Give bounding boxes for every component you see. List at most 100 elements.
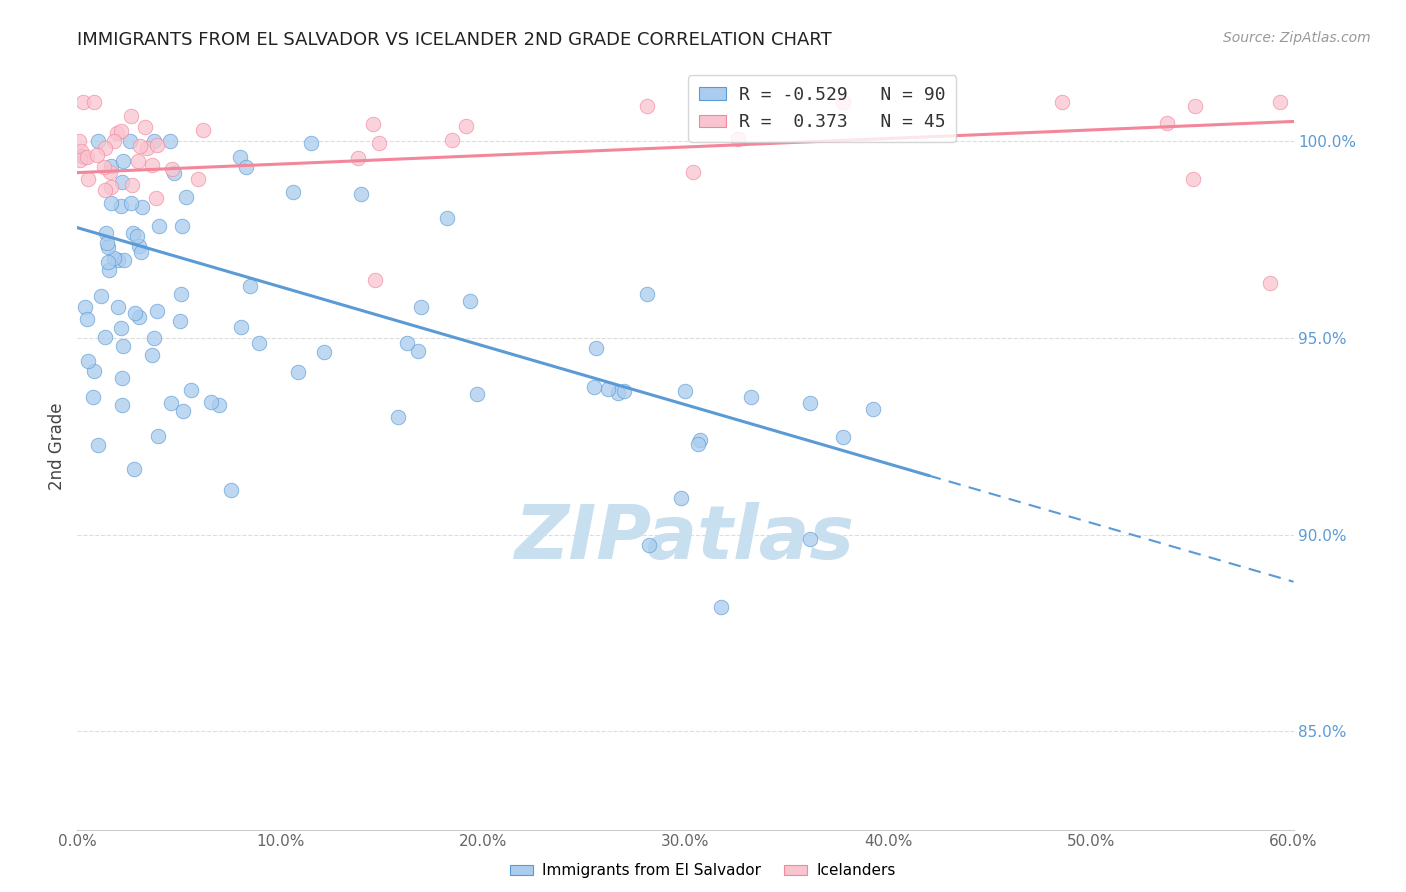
Point: [120, 134, 142, 148]
Point: [585, 341, 607, 355]
Point: [686, 437, 709, 451]
Point: [299, 136, 322, 150]
Point: [235, 160, 257, 174]
Point: [387, 409, 409, 424]
Point: [174, 190, 197, 204]
Point: [170, 219, 193, 233]
Point: [93, 182, 115, 196]
Point: [1184, 98, 1206, 112]
Point: [141, 158, 163, 172]
Point: [128, 310, 150, 324]
Point: [143, 331, 166, 345]
Point: [727, 132, 749, 146]
Point: [163, 166, 186, 180]
Point: [396, 336, 419, 351]
Point: [314, 344, 336, 359]
Point: [172, 404, 194, 418]
Point: [247, 336, 270, 351]
Point: [180, 383, 202, 397]
Point: [134, 120, 156, 135]
Point: [129, 244, 152, 259]
Point: [638, 538, 661, 552]
Point: [72, 149, 94, 163]
Point: [121, 178, 143, 193]
Point: [105, 126, 128, 140]
Point: [361, 117, 384, 131]
Point: [1050, 95, 1073, 109]
Y-axis label: 2nd Grade: 2nd Grade: [48, 402, 66, 490]
Point: [97, 240, 120, 254]
Point: [112, 339, 135, 353]
Point: [142, 134, 165, 148]
Point: [131, 200, 153, 214]
Point: [110, 123, 132, 137]
Point: [1270, 95, 1292, 109]
Point: [122, 462, 145, 476]
Point: [636, 98, 658, 112]
Point: [96, 235, 118, 250]
Legend: R = -0.529   N = 90, R =  0.373   N = 45: R = -0.529 N = 90, R = 0.373 N = 45: [688, 75, 956, 142]
Point: [83, 95, 105, 109]
Point: [107, 253, 129, 268]
Point: [669, 491, 692, 506]
Point: [200, 395, 222, 409]
Point: [128, 139, 150, 153]
Text: ZIPatlas: ZIPatlas: [516, 501, 855, 574]
Point: [107, 300, 129, 314]
Point: [86, 147, 108, 161]
Point: [160, 161, 183, 176]
Point: [121, 226, 143, 240]
Point: [125, 229, 148, 244]
Point: [187, 172, 209, 186]
Point: [110, 321, 132, 335]
Point: [148, 219, 170, 234]
Point: [689, 433, 711, 447]
Point: [75, 300, 97, 314]
Point: [146, 429, 169, 443]
Point: [583, 379, 606, 393]
Point: [862, 401, 884, 416]
Point: [673, 384, 696, 399]
Point: [287, 365, 309, 379]
Point: [465, 387, 488, 401]
Point: [160, 396, 183, 410]
Point: [94, 226, 117, 240]
Point: [169, 314, 191, 328]
Point: [596, 382, 619, 396]
Point: [111, 371, 134, 385]
Point: [111, 398, 134, 412]
Point: [799, 532, 821, 546]
Point: [103, 134, 125, 148]
Point: [93, 329, 115, 343]
Point: [73, 150, 96, 164]
Point: [454, 120, 477, 134]
Point: [93, 161, 115, 175]
Point: [283, 186, 305, 200]
Point: [87, 134, 110, 148]
Point: [82, 390, 104, 404]
Point: [159, 134, 181, 148]
Point: [124, 306, 146, 320]
Point: [682, 165, 704, 179]
Point: [72, 95, 94, 109]
Point: [97, 255, 120, 269]
Point: [229, 150, 252, 164]
Text: IMMIGRANTS FROM EL SALVADOR VS ICELANDER 2ND GRADE CORRELATION CHART: IMMIGRANTS FROM EL SALVADOR VS ICELANDER…: [77, 31, 832, 49]
Point: [76, 150, 98, 164]
Point: [67, 134, 90, 148]
Point: [100, 195, 122, 210]
Point: [97, 263, 120, 277]
Point: [831, 430, 853, 444]
Point: [229, 320, 252, 334]
Point: [409, 301, 432, 315]
Point: [135, 141, 157, 155]
Point: [368, 136, 391, 150]
Point: [350, 187, 373, 202]
Point: [613, 384, 636, 399]
Point: [636, 287, 658, 301]
Point: [710, 600, 733, 615]
Point: [347, 151, 370, 165]
Point: [436, 211, 458, 226]
Legend: Immigrants from El Salvador, Icelanders: Immigrants from El Salvador, Icelanders: [505, 857, 901, 884]
Point: [69, 153, 91, 168]
